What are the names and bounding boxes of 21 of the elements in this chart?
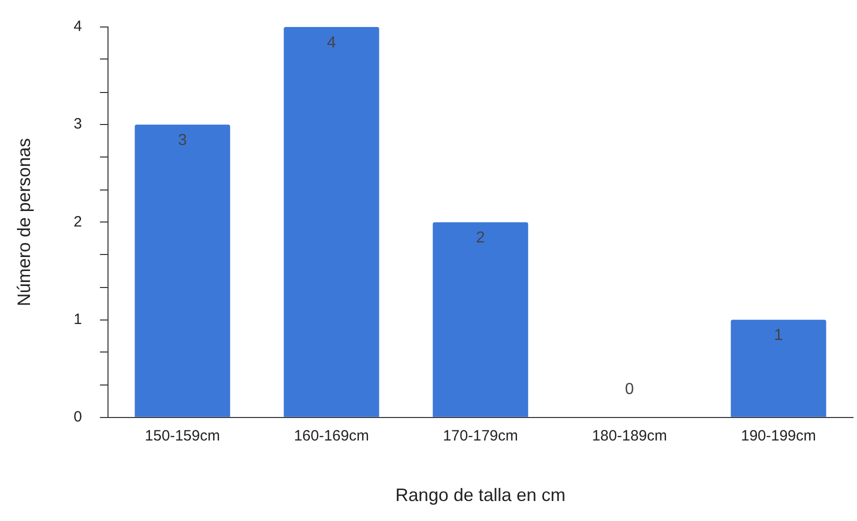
y-tick-label: 1	[74, 310, 82, 328]
bar	[134, 124, 230, 417]
x-tick-label: 170-179cm	[442, 428, 518, 445]
y-tick-label: 3	[74, 116, 82, 133]
data-label: 3	[178, 132, 187, 150]
y-tick-label: 4	[74, 18, 82, 36]
data-label: 4	[327, 34, 336, 52]
x-tick-label: 190-199cm	[740, 428, 816, 445]
x-tick-label: 150-159cm	[144, 428, 220, 445]
x-tick-label: 160-169cm	[294, 428, 369, 445]
data-label: 1	[774, 327, 784, 344]
x-axis-title: Rango de talla en cm	[395, 485, 566, 506]
bar	[730, 320, 826, 417]
bar	[284, 27, 380, 417]
y-tick-label: 2	[74, 213, 82, 230]
data-label: 0	[625, 380, 634, 398]
y-tick-label: 0	[74, 408, 82, 426]
bar	[432, 222, 528, 417]
y-axis-title: Número de personas	[14, 138, 34, 306]
data-label: 2	[476, 230, 486, 247]
x-tick-label: 180-189cm	[592, 428, 668, 445]
